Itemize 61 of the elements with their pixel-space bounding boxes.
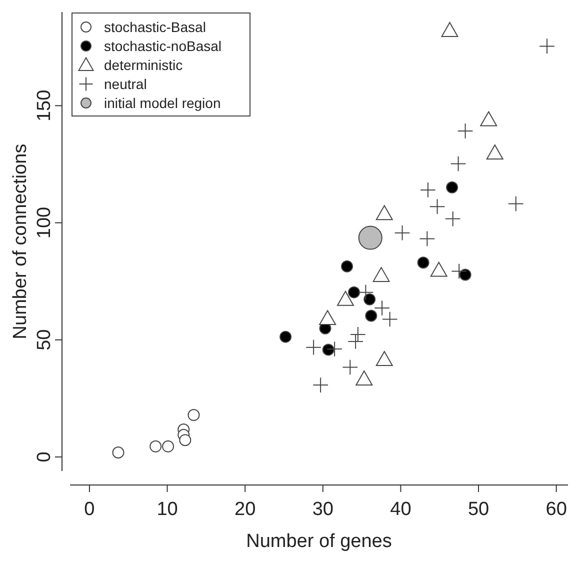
point (188, 409, 200, 422)
point (280, 330, 292, 343)
x-tick-label: 10 (156, 499, 178, 520)
point (441, 22, 458, 37)
x-tick-label: 60 (546, 499, 567, 520)
point (342, 359, 358, 376)
point (341, 260, 354, 272)
point (376, 351, 393, 366)
x-tick-label: 20 (234, 499, 256, 520)
legend-label: initial model region (104, 95, 221, 111)
point (374, 300, 390, 316)
point (356, 370, 373, 386)
legend-label: stochastic-noBasal (104, 38, 222, 54)
point (162, 440, 174, 452)
point (486, 144, 504, 160)
point (457, 123, 474, 139)
point (444, 210, 461, 227)
x-tick-label: 0 (84, 499, 95, 520)
y-tick-label: 100 (34, 206, 55, 239)
point (336, 290, 354, 306)
y-axis-title: Number of connections (10, 144, 31, 340)
point (306, 339, 322, 356)
point (508, 196, 524, 212)
point (350, 326, 366, 342)
point (376, 205, 393, 220)
point (312, 377, 328, 393)
point (539, 38, 555, 54)
point (322, 344, 334, 356)
point (417, 256, 430, 269)
point (446, 181, 458, 194)
point (420, 182, 436, 198)
legend-label: stochastic-Basal (104, 19, 206, 35)
point (419, 230, 436, 247)
point (348, 334, 364, 350)
point (179, 434, 192, 446)
point (326, 341, 342, 357)
x-tick-label: 30 (312, 499, 334, 520)
point (382, 311, 398, 328)
point (358, 284, 374, 300)
point (319, 310, 336, 326)
point (112, 446, 124, 458)
y-tick-label: 150 (34, 90, 55, 122)
x-tick-label: 50 (468, 499, 490, 520)
point (429, 198, 446, 215)
y-tick-label: 50 (34, 329, 55, 350)
x-tick-label: 40 (390, 499, 412, 520)
x-axis-title: Number of genes (246, 531, 392, 552)
point (450, 156, 466, 172)
point (150, 440, 162, 452)
point (348, 286, 360, 298)
legend-label: deterministic (104, 57, 183, 73)
point (372, 266, 390, 282)
point (365, 310, 378, 322)
point (459, 268, 472, 281)
point (394, 224, 410, 241)
point (364, 293, 376, 306)
point (480, 111, 498, 126)
y-tick-label: 0 (34, 452, 55, 462)
point (451, 263, 467, 280)
legend-label: neutral (104, 76, 147, 92)
point (430, 262, 448, 277)
